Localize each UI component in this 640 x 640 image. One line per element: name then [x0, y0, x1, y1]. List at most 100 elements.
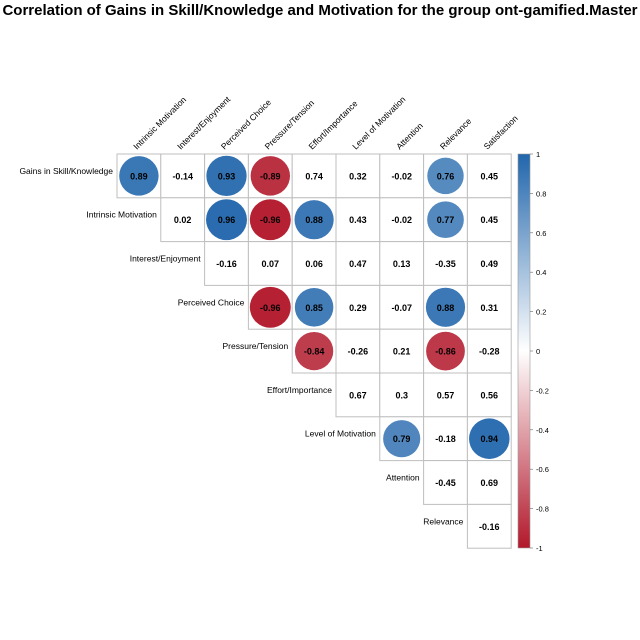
grid-cell: [379, 284, 425, 330]
correlation-value-label: 0.57: [437, 390, 455, 400]
correlation-value-label: 0.32: [349, 171, 367, 181]
correlation-value-label: 0.94: [481, 434, 499, 444]
colorbar-tick-label: -0.2: [536, 386, 549, 395]
row-label: Level of Motivation: [305, 429, 376, 439]
correlation-value-label: 0.88: [305, 215, 323, 225]
correlation-value-label: 0.85: [305, 303, 323, 313]
column-label: Attention: [394, 120, 425, 151]
correlation-circle: [383, 420, 421, 458]
grid-cell: [335, 372, 381, 418]
colorbar-tick-label: 1: [536, 150, 540, 159]
colorbar-tick-label: -0.6: [536, 465, 549, 474]
correlation-circle: [206, 155, 247, 197]
correlation-value-label: 0.29: [349, 303, 367, 313]
grid-cell: [379, 197, 425, 243]
correlation-value-label: -0.07: [391, 303, 412, 313]
correlation-value-label: 0.69: [481, 478, 499, 488]
correlation-value-label: -0.16: [479, 522, 500, 532]
row-label: Gains in Skill/Knowledge: [19, 166, 113, 176]
grid-cell: [335, 153, 381, 199]
correlation-value-label: 0.96: [218, 215, 236, 225]
grid-cell: [423, 460, 468, 505]
row-label: Relevance: [423, 516, 463, 526]
grid-cell: [379, 153, 425, 199]
colorbar-tick-label: -0.8: [536, 505, 549, 514]
correlation-value-label: 0.56: [481, 390, 499, 400]
correlation-circle: [294, 200, 334, 240]
correlation-value-label: -0.02: [391, 215, 412, 225]
grid-cell: [204, 241, 249, 286]
chart-title: Correlation of Gains in Skill/Knowledge …: [2, 2, 638, 19]
correlation-circle: [294, 331, 334, 371]
correlation-circle: [206, 199, 247, 241]
correlation-value-label: -0.89: [260, 171, 281, 181]
correlation-value-label: 0.13: [393, 259, 411, 269]
grid-cell: [466, 372, 512, 418]
correlation-value-label: -0.02: [391, 171, 412, 181]
colorbar: [517, 153, 531, 549]
row-label: Effort/Importance: [267, 385, 332, 395]
correlation-value-label: 0.45: [481, 215, 499, 225]
row-label: Intrinsic Motivation: [86, 210, 157, 220]
correlation-value-label: 0.67: [349, 390, 367, 400]
correlation-value-label: -0.84: [304, 347, 325, 357]
correlation-circle: [469, 418, 510, 459]
column-label: Satisfaction: [482, 113, 520, 151]
row-label: Perceived Choice: [178, 297, 245, 307]
grid-cell: [466, 153, 512, 199]
grid-cell: [423, 372, 468, 418]
correlation-value-label: -0.86: [435, 347, 456, 357]
correlation-value-label: -0.35: [435, 259, 456, 269]
correlation-circle: [425, 287, 466, 327]
correlation-value-label: 0.31: [481, 303, 499, 313]
colorbar-tick-label: -1: [536, 544, 543, 553]
correlation-value-label: 0.74: [305, 171, 323, 181]
colorbar-tick-label: 0.2: [536, 308, 546, 317]
grid-cell: [379, 372, 425, 418]
grid-cell: [247, 241, 293, 286]
correlation-value-label: -0.16: [216, 259, 237, 269]
correlation-circle: [249, 286, 291, 328]
correlation-value-label: 0.76: [437, 171, 455, 181]
correlation-value-label: -0.28: [479, 347, 500, 357]
correlation-circle: [427, 201, 464, 239]
grid-cell: [379, 328, 425, 374]
grid-cell: [291, 153, 337, 199]
correlation-circle: [294, 288, 334, 327]
grid-cell: [335, 284, 381, 330]
correlation-value-label: -0.45: [435, 478, 456, 488]
colorbar-tick-label: -0.4: [536, 426, 549, 435]
correlation-value-label: 0.43: [349, 215, 367, 225]
correlation-value-label: 0.49: [481, 259, 499, 269]
correlation-value-label: 0.47: [349, 259, 367, 269]
correlation-value-label: 0.93: [218, 171, 236, 181]
correlation-circle: [119, 156, 159, 196]
grid-cell: [160, 197, 206, 243]
correlation-circle: [250, 156, 291, 196]
grid-cell: [335, 328, 381, 374]
correlation-circle: [427, 157, 464, 195]
correlation-value-label: -0.18: [435, 434, 456, 444]
grid-cell: [466, 460, 512, 505]
grid-cell: [335, 197, 381, 243]
correlation-value-label: 0.89: [130, 171, 148, 181]
grid-cell: [466, 241, 512, 286]
correlation-value-label: 0.88: [437, 303, 455, 313]
correlation-value-label: -0.26: [348, 347, 369, 357]
correlation-circle: [426, 331, 465, 371]
correlation-value-label: 0.79: [393, 434, 411, 444]
grid-cell: [423, 416, 468, 462]
grid-cell: [466, 503, 512, 549]
colorbar-tick-label: 0: [536, 347, 540, 356]
row-label: Interest/Enjoyment: [130, 254, 202, 264]
correlation-value-label: 0.07: [262, 259, 280, 269]
correlation-value-label: 0.06: [305, 259, 323, 269]
correlation-value-label: 0.45: [481, 171, 499, 181]
correlation-value-label: -0.14: [172, 171, 193, 181]
colorbar-tick-label: 0.4: [536, 268, 546, 277]
correlation-value-label: -0.96: [260, 215, 281, 225]
correlation-value-label: 0.21: [393, 347, 411, 357]
correlation-circle: [249, 199, 291, 241]
row-label: Attention: [386, 473, 420, 483]
